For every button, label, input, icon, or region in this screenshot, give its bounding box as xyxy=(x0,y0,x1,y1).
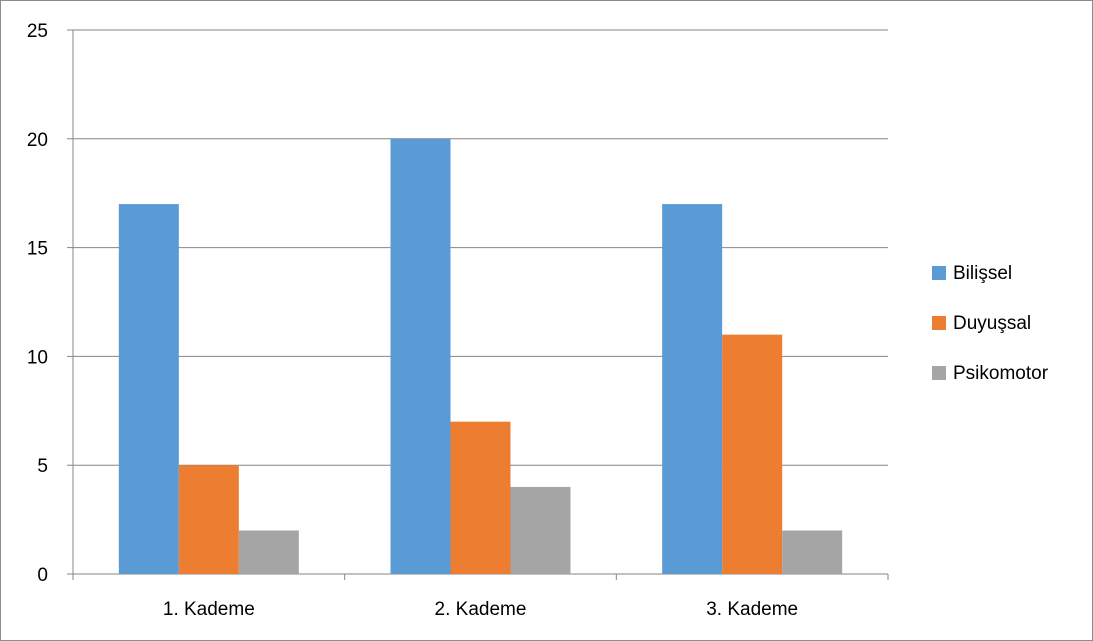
legend-label: Duyuşsal xyxy=(953,313,1031,334)
y-tick-label: 20 xyxy=(27,130,48,151)
bar xyxy=(722,334,783,574)
legend-swatch xyxy=(932,266,946,280)
y-tick-label: 0 xyxy=(37,565,48,586)
bar xyxy=(510,486,571,574)
y-tick-label: 10 xyxy=(27,347,48,368)
x-category-label: 1. Kademe xyxy=(163,599,255,620)
y-tick-label: 5 xyxy=(37,456,48,477)
bar xyxy=(450,421,511,574)
bar xyxy=(118,204,179,574)
bar xyxy=(782,530,843,574)
x-category-label: 3. Kademe xyxy=(706,599,798,620)
legend-swatch xyxy=(932,316,946,330)
legend-label: Bilişsel xyxy=(953,263,1012,284)
bar xyxy=(662,204,723,574)
y-tick-label: 25 xyxy=(27,21,48,42)
x-category-label: 2. Kademe xyxy=(435,599,527,620)
y-tick-label: 15 xyxy=(27,239,48,260)
bar xyxy=(238,530,299,574)
bar xyxy=(390,138,451,575)
legend-label: Psikomotor xyxy=(953,363,1049,384)
legend-swatch xyxy=(932,366,946,380)
bar xyxy=(178,465,239,574)
